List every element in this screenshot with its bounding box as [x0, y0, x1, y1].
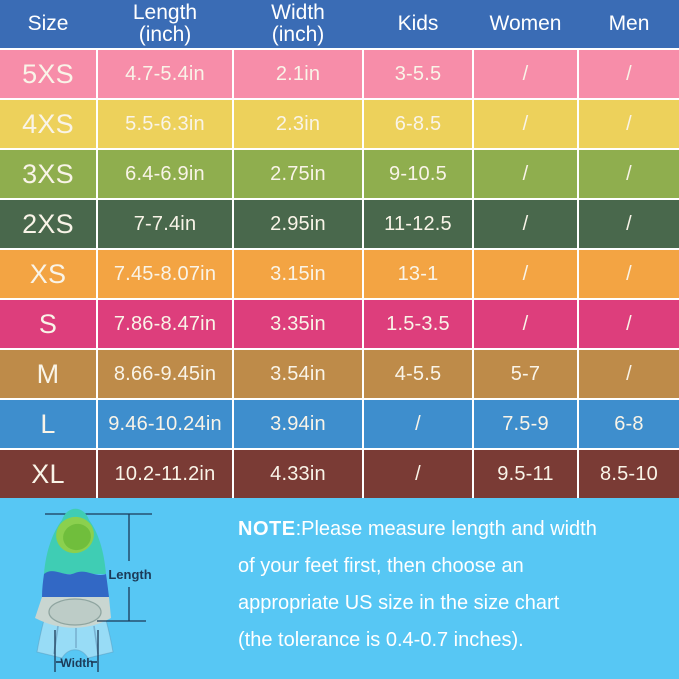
table-row-4xs: 4XS 5.5-6.3in 2.3in 6-8.5// [0, 100, 679, 148]
column-header-unit: (inch) [138, 23, 192, 46]
size-label: 5XS [0, 50, 96, 98]
note-text: NOTE:Please measure length and width of … [238, 519, 597, 667]
column-header-men: Men [579, 0, 679, 48]
column-header-size: Size [0, 0, 96, 48]
table-cell: / [579, 350, 679, 398]
table-cell: 5-7 [474, 350, 577, 398]
table-cell: 8.5-10 [579, 450, 679, 498]
table-cell: 9-10.5 [364, 150, 472, 198]
table-cell: / [364, 400, 472, 448]
column-header-kids: Kids [364, 0, 472, 48]
table-cell: 3-5.5 [364, 50, 472, 98]
table-cell: 7.45-8.07in [98, 250, 232, 298]
table-cell: / [579, 250, 679, 298]
table-cell: 7.86-8.47in [98, 300, 232, 348]
table-cell: 2.95in [234, 200, 362, 248]
column-header-width: Width (inch) [234, 0, 362, 48]
note-section: Length Width NOTE:Please measure length … [0, 498, 679, 679]
table-cell: 6-8 [579, 400, 679, 448]
column-header-label: Length [132, 1, 198, 24]
table-cell: 7-7.4in [98, 200, 232, 248]
table-cell: 4.7-5.4in [98, 50, 232, 98]
size-label: M [0, 350, 96, 398]
table-row-l: L 9.46-10.24in 3.94in/7.5-9 6-8 [0, 400, 679, 448]
table-cell: / [579, 100, 679, 148]
table-cell: / [579, 200, 679, 248]
table-cell: / [579, 150, 679, 198]
table-cell: / [474, 300, 577, 348]
table-cell: 4-5.5 [364, 350, 472, 398]
size-label: 3XS [0, 150, 96, 198]
note-line-2: of your feet first, then choose an [238, 555, 524, 577]
table-row-2xs: 2XS 7-7.4in 2.95in 11-12.5// [0, 200, 679, 248]
table-cell: 9.5-11 [474, 450, 577, 498]
table-cell: 13-1 [364, 250, 472, 298]
column-header-label: Kids [397, 12, 439, 35]
table-cell: 6-8.5 [364, 100, 472, 148]
table-cell: 2.3in [234, 100, 362, 148]
fin-blue-band [42, 571, 109, 597]
column-header-label: Women [489, 12, 562, 35]
column-header-label: Width [271, 1, 325, 24]
note-line-1-rest: :Please measure length and width [295, 518, 597, 540]
table-row-5xs: 5XS 4.7-5.4in 2.1in 3-5.5// [0, 50, 679, 98]
table-cell: 4.33in [234, 450, 362, 498]
table-header-row: Size Length (inch) Width (inch) Kids Women Men [0, 0, 679, 48]
fin-heel-opening [48, 598, 102, 626]
table-cell: 5.5-6.3in [98, 100, 232, 148]
table-cell: 10.2-11.2in [98, 450, 232, 498]
table-cell: / [474, 200, 577, 248]
table-row-xl: XL 10.2-11.2in 4.33in/9.5-11 8.5-10 [0, 450, 679, 498]
table-cell: / [579, 50, 679, 98]
table-cell: 1.5-3.5 [364, 300, 472, 348]
size-label: XL [0, 450, 96, 498]
table-row-m: M 8.66-9.45in 3.54in 4-5.5 5-7/ [0, 350, 679, 398]
size-table: Size Length (inch) Width (inch) Kids Women Men … [0, 0, 679, 498]
column-header-label: Men [608, 12, 650, 35]
table-cell: / [474, 100, 577, 148]
note-line-1: NOTE:Please measure length and width [238, 519, 597, 539]
table-cell: / [579, 300, 679, 348]
table-cell: / [474, 150, 577, 198]
column-header-length: Length (inch) [98, 0, 232, 48]
table-cell: 3.94in [234, 400, 362, 448]
table-cell: 9.46-10.24in [98, 400, 232, 448]
table-cell: 3.54in [234, 350, 362, 398]
table-cell: 7.5-9 [474, 400, 577, 448]
table-rows: 5XS 4.7-5.4in 2.1in 3-5.5//4XS 5.5-6.3in 2.3i… [0, 50, 679, 498]
note-line-4: (the tolerance is 0.4-0.7 inches). [238, 629, 524, 651]
note-label: NOTE [238, 518, 296, 540]
table-row-s: S 7.86-8.47in 3.35in 1.5-3.5// [0, 300, 679, 348]
fin-illustration: Length Width [35, 508, 152, 672]
table-cell: 8.66-9.45in [98, 350, 232, 398]
table-cell: 6.4-6.9in [98, 150, 232, 198]
table-cell: 2.75in [234, 150, 362, 198]
column-header-label: Size [27, 12, 69, 35]
table-cell: / [474, 50, 577, 98]
size-label: L [0, 400, 96, 448]
size-label: 4XS [0, 100, 96, 148]
table-cell: 11-12.5 [364, 200, 472, 248]
table-cell: 3.15in [234, 250, 362, 298]
table-cell: / [474, 250, 577, 298]
table-row-xs: XS 7.45-8.07in 3.15in 13-1// [0, 250, 679, 298]
size-label: XS [0, 250, 96, 298]
column-header-women: Women [474, 0, 577, 48]
column-header-unit: (inch) [271, 23, 325, 46]
table-cell: 2.1in [234, 50, 362, 98]
length-label: Length [108, 567, 151, 582]
table-cell: 3.35in [234, 300, 362, 348]
table-row-3xs: 3XS 6.4-6.9in 2.75in 9-10.5// [0, 150, 679, 198]
fin-opening-inner [63, 523, 91, 551]
size-label: 2XS [0, 200, 96, 248]
table-cell: / [364, 450, 472, 498]
size-label: S [0, 300, 96, 348]
width-label: Width [60, 656, 93, 670]
note-line-3: appropriate US size in the size chart [238, 592, 560, 614]
